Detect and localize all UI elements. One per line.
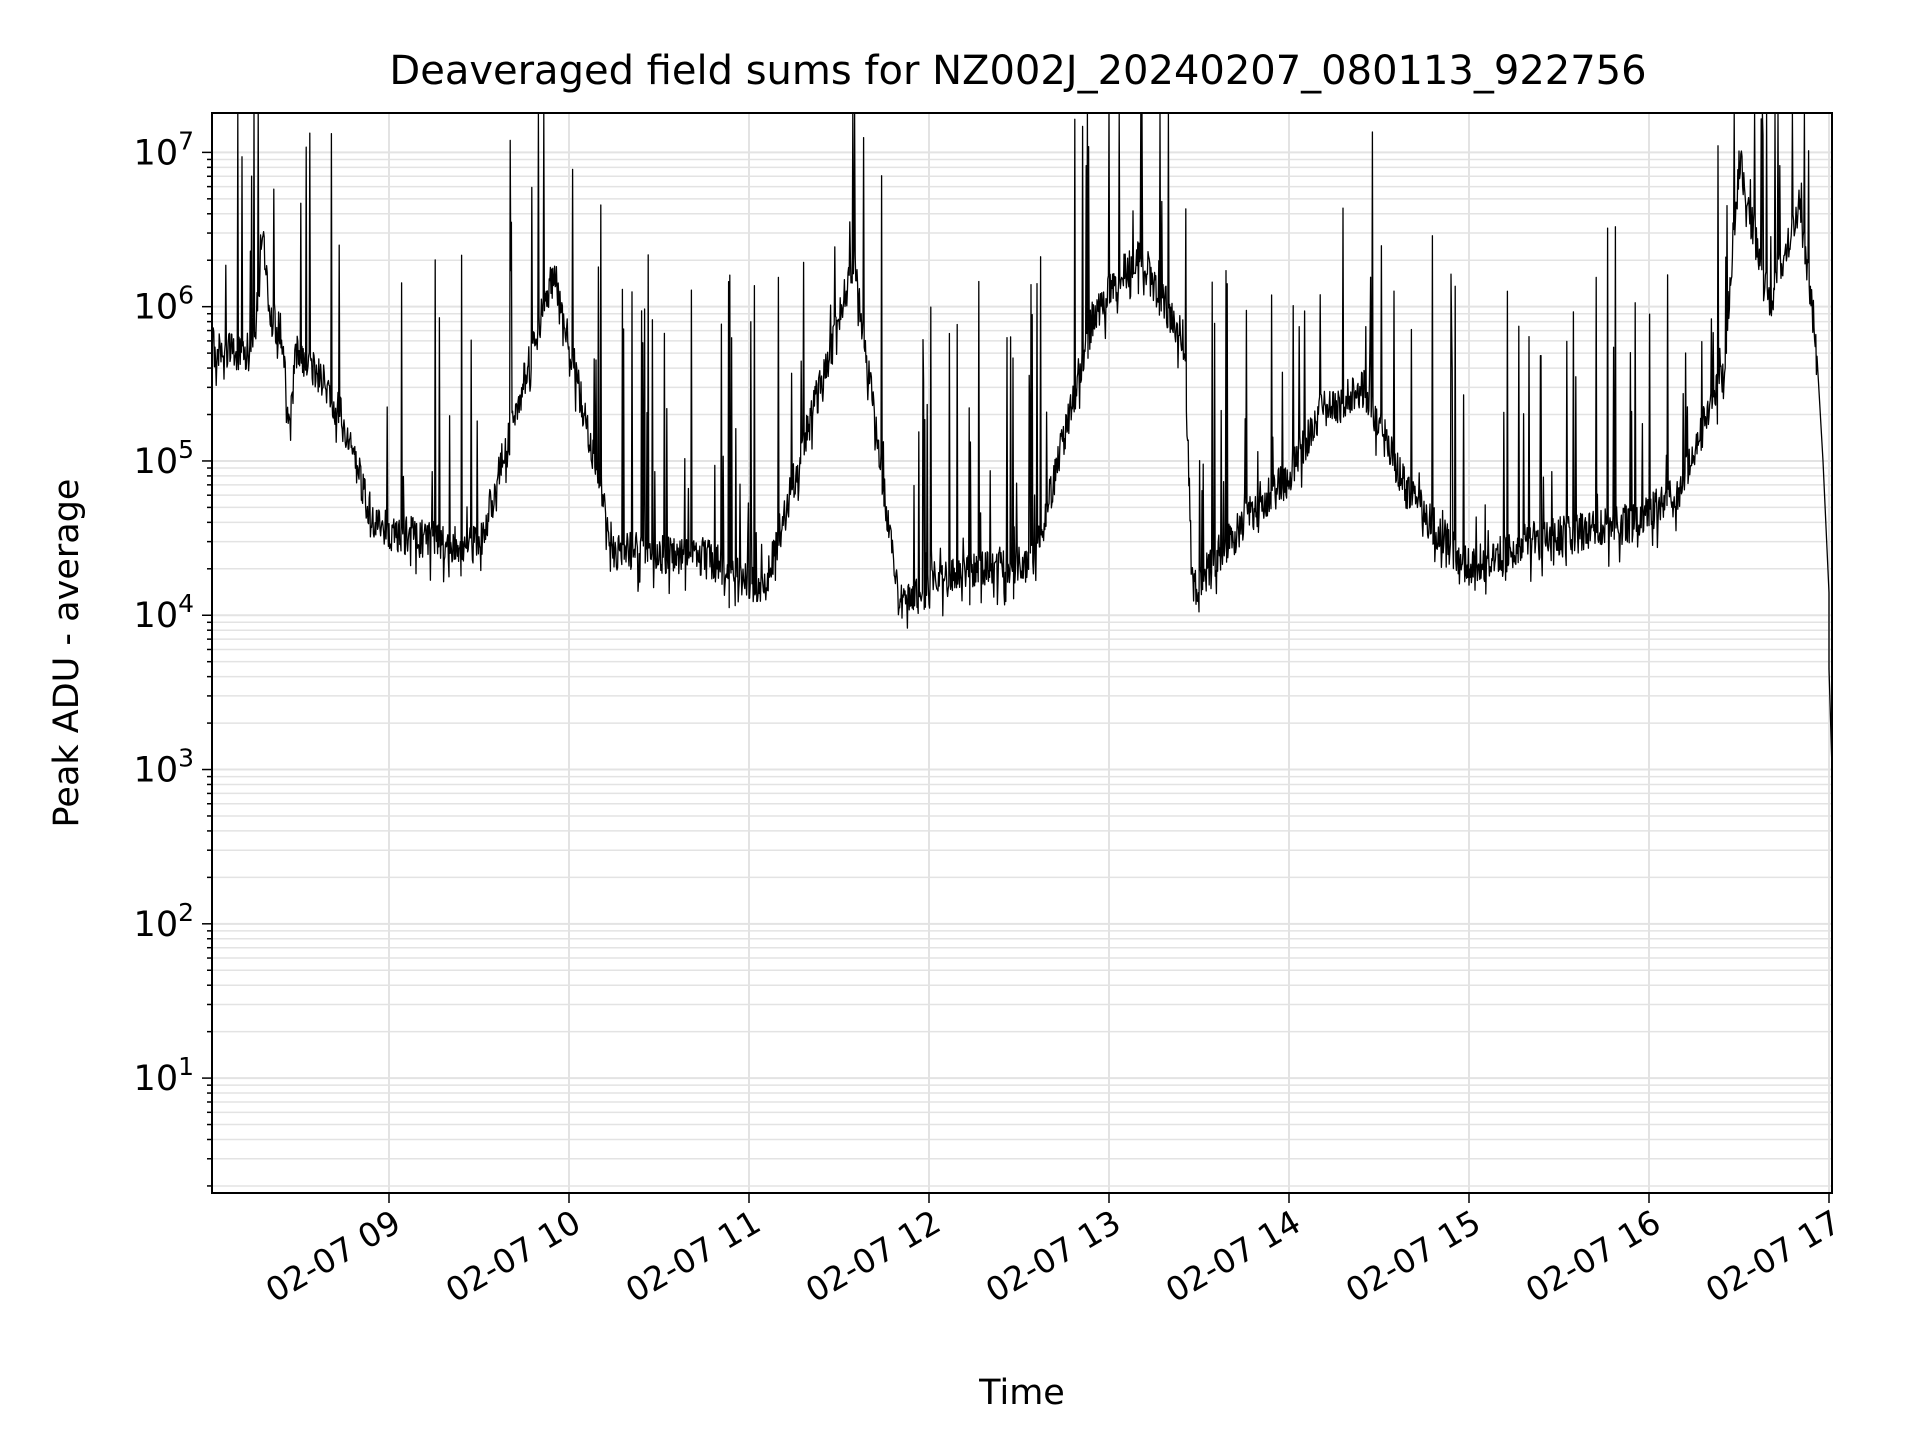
y-tick-label: 106 — [134, 281, 194, 328]
y-tick-exponent: 1 — [178, 1052, 194, 1081]
y-tick-base: 10 — [134, 596, 179, 636]
x-axis-label: Time — [978, 1373, 1065, 1413]
y-tick-base: 10 — [134, 442, 179, 482]
y-tick-base: 10 — [134, 288, 179, 328]
y-tick-label: 103 — [134, 744, 194, 791]
y-tick-base: 10 — [134, 751, 179, 791]
y-tick-exponent: 5 — [178, 435, 194, 464]
y-tick-label: 107 — [134, 126, 194, 173]
y-tick-base: 10 — [134, 1059, 179, 1099]
y-tick-label: 101 — [134, 1052, 194, 1099]
chart-title: Deaveraged field sums for NZ002J_2024020… — [389, 48, 1646, 94]
y-tick-base: 10 — [134, 133, 179, 173]
y-tick-exponent: 4 — [178, 589, 194, 618]
plot-frame — [211, 112, 1833, 1194]
series-layer — [211, 112, 1833, 1140]
y-tick-exponent: 6 — [178, 281, 194, 310]
y-axis-label: Peak ADU - average — [47, 479, 87, 828]
y-tick-label: 102 — [134, 898, 194, 945]
y-tick-label: 104 — [134, 589, 194, 636]
y-tick-exponent: 3 — [178, 744, 194, 773]
y-tick-exponent: 2 — [178, 898, 194, 927]
series-line — [211, 112, 1833, 1140]
y-tick-base: 10 — [134, 905, 179, 945]
y-tick-exponent: 7 — [178, 126, 194, 155]
y-tick-label: 105 — [134, 435, 194, 482]
